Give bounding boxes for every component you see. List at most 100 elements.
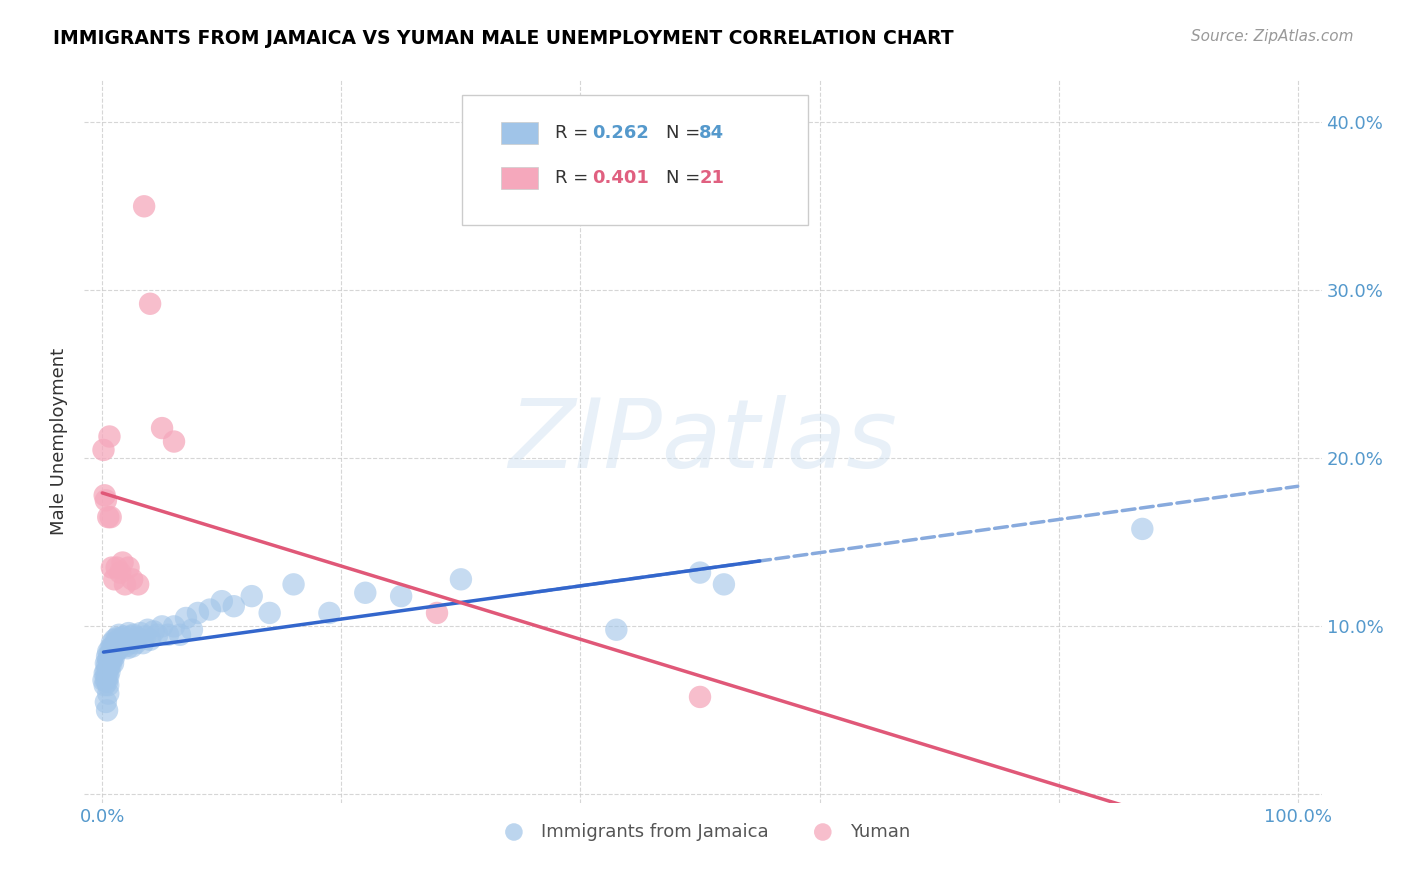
- Text: 0.262: 0.262: [592, 124, 648, 142]
- Point: [110, 566, 132, 580]
- Point: [259, 606, 281, 620]
- Text: R =: R =: [554, 124, 593, 142]
- Text: Source: ZipAtlas.com: Source: ZipAtlas.com: [1191, 29, 1354, 44]
- Point: [127, 631, 149, 645]
- Point: [101, 653, 124, 667]
- Point: [110, 631, 132, 645]
- Text: IMMIGRANTS FROM JAMAICA VS YUMAN MALE UNEMPLOYMENT CORRELATION CHART: IMMIGRANTS FROM JAMAICA VS YUMAN MALE UN…: [53, 29, 955, 47]
- Point: [127, 577, 149, 591]
- Point: [110, 632, 132, 647]
- Point: [97, 687, 120, 701]
- Point: [100, 641, 122, 656]
- Point: [94, 493, 117, 508]
- Point: [94, 665, 117, 679]
- Point: [132, 636, 155, 650]
- Point: [94, 657, 117, 671]
- Text: 21: 21: [699, 169, 724, 186]
- Point: [163, 434, 186, 449]
- FancyBboxPatch shape: [502, 167, 538, 189]
- Point: [605, 623, 627, 637]
- Point: [283, 577, 305, 591]
- Point: [103, 641, 125, 656]
- Point: [222, 599, 245, 614]
- Text: 84: 84: [699, 124, 724, 142]
- Point: [354, 586, 377, 600]
- Point: [187, 606, 209, 620]
- Point: [146, 628, 169, 642]
- Point: [103, 572, 125, 586]
- Text: R =: R =: [554, 169, 593, 186]
- Y-axis label: Male Unemployment: Male Unemployment: [49, 348, 67, 535]
- Point: [107, 634, 129, 648]
- Point: [450, 572, 472, 586]
- Point: [98, 648, 121, 662]
- Point: [163, 619, 186, 633]
- Point: [139, 632, 162, 647]
- Point: [108, 636, 131, 650]
- Point: [713, 577, 735, 591]
- Point: [96, 703, 118, 717]
- Point: [98, 665, 121, 679]
- Point: [426, 606, 449, 620]
- Point: [93, 488, 115, 502]
- Point: [118, 636, 141, 650]
- Point: [114, 577, 136, 591]
- Point: [142, 624, 165, 639]
- Point: [93, 673, 115, 687]
- Point: [105, 640, 128, 654]
- Point: [93, 442, 115, 457]
- Point: [93, 678, 115, 692]
- Point: [93, 666, 115, 681]
- Point: [139, 297, 162, 311]
- Point: [117, 560, 139, 574]
- FancyBboxPatch shape: [502, 122, 538, 144]
- Text: ZIPatlas: ZIPatlas: [509, 395, 897, 488]
- Point: [105, 631, 128, 645]
- Point: [105, 560, 128, 574]
- Text: N =: N =: [666, 169, 706, 186]
- Point: [101, 636, 124, 650]
- Point: [136, 623, 159, 637]
- Point: [117, 641, 139, 656]
- Point: [100, 649, 122, 664]
- Point: [103, 649, 125, 664]
- Point: [94, 695, 117, 709]
- Point: [98, 657, 121, 671]
- Point: [211, 594, 233, 608]
- Point: [101, 640, 124, 654]
- Point: [96, 649, 118, 664]
- Point: [96, 674, 118, 689]
- Point: [97, 670, 120, 684]
- Point: [100, 510, 122, 524]
- Point: [134, 199, 156, 213]
- Point: [150, 619, 173, 633]
- Point: [100, 658, 122, 673]
- Point: [122, 628, 145, 642]
- Point: [97, 661, 120, 675]
- Point: [103, 632, 125, 647]
- Point: [169, 628, 191, 642]
- Point: [121, 572, 143, 586]
- Point: [101, 560, 124, 574]
- Point: [198, 602, 221, 616]
- Point: [96, 658, 118, 673]
- Point: [111, 636, 134, 650]
- Point: [1130, 522, 1153, 536]
- Point: [150, 421, 173, 435]
- Point: [112, 630, 135, 644]
- Text: N =: N =: [666, 124, 706, 142]
- Point: [98, 429, 121, 443]
- Point: [94, 673, 117, 687]
- Point: [101, 648, 124, 662]
- Point: [174, 611, 197, 625]
- Point: [97, 510, 120, 524]
- Point: [114, 640, 136, 654]
- Point: [97, 678, 120, 692]
- Point: [689, 566, 711, 580]
- Point: [689, 690, 711, 704]
- Point: [110, 640, 132, 654]
- Point: [101, 644, 124, 658]
- Point: [115, 632, 138, 647]
- Point: [389, 589, 412, 603]
- FancyBboxPatch shape: [461, 95, 808, 225]
